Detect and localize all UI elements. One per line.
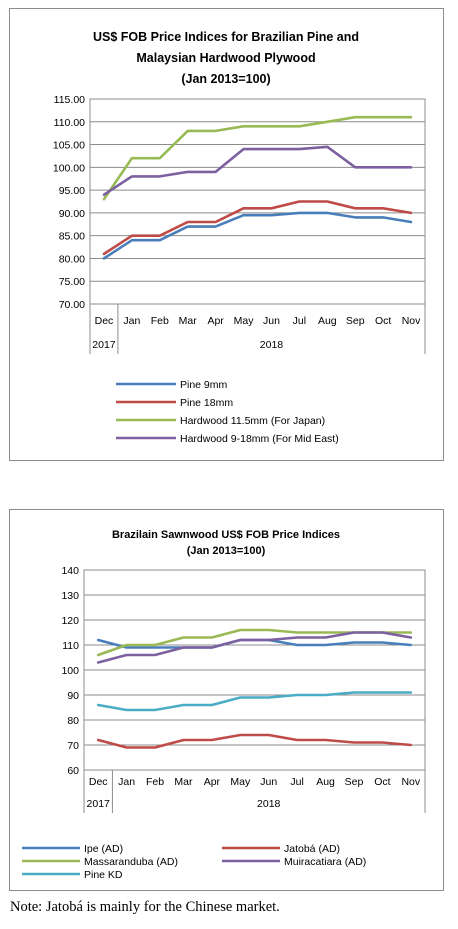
legend-label: Hardwood 11.5mm (For Japan) (180, 415, 325, 427)
chart-subtitle: Malaysian Hardwood Plywood (136, 51, 315, 65)
x-tick-label: Jun (263, 315, 280, 327)
x-tick-label: Jul (293, 315, 306, 327)
x-tick-label: Jun (260, 776, 277, 788)
x-tick-label: Dec (89, 776, 108, 788)
y-tick-label: 70 (67, 740, 79, 752)
x-tick-label: May (230, 776, 251, 788)
x-tick-label: Feb (151, 315, 169, 327)
series-line (102, 115, 413, 201)
x-tick-label: Dec (95, 315, 114, 327)
x-tick-label: Oct (375, 315, 391, 327)
series-line (96, 733, 413, 749)
y-tick-label: 110 (62, 640, 79, 652)
plot-area (89, 98, 426, 305)
x-tick-label: Feb (146, 776, 164, 788)
x-tick-label: Aug (316, 776, 335, 788)
x-tick-label: Sep (345, 776, 364, 788)
x-tick-label: Jan (118, 776, 135, 788)
series-line (96, 691, 413, 712)
legend-label: Hardwood 9-18mm (For Mid East) (180, 433, 339, 445)
legend-label: Ipe (AD) (84, 843, 123, 855)
y-tick-label: 90.00 (59, 208, 85, 220)
year-label: 2017 (92, 339, 116, 351)
y-tick-label: 80.00 (59, 253, 85, 265)
chart-title: US$ FOB Price Indices for Brazilian Pine… (93, 30, 359, 44)
y-tick-label: 110.00 (54, 117, 85, 129)
y-tick-label: 100.00 (53, 162, 85, 174)
x-tick-label: Mar (174, 776, 193, 788)
y-tick-label: 75.00 (59, 276, 85, 288)
y-tick-label: 105.00 (53, 140, 85, 152)
series-line (102, 211, 413, 260)
y-tick-label: 115.00 (54, 94, 85, 106)
legend-label: Muiracatiara (AD) (284, 856, 366, 868)
x-tick-label: Aug (318, 315, 337, 327)
legend-label: Pine KD (84, 869, 123, 881)
y-tick-label: 70.00 (59, 299, 85, 311)
year-label: 2018 (260, 339, 284, 351)
legend-label: Jatobá (AD) (284, 843, 340, 855)
sawnwood-chart: Brazilain Sawnwood US$ FOB Price Indices… (22, 529, 426, 881)
sawnwood-chart-panel: Brazilain Sawnwood US$ FOB Price Indices… (9, 509, 444, 891)
plywood-chart-panel: US$ FOB Price Indices for Brazilian Pine… (9, 8, 444, 461)
y-tick-label: 130 (61, 590, 79, 602)
x-tick-label: Apr (204, 776, 221, 788)
x-tick-label: Nov (401, 776, 420, 788)
chart-title: Brazilain Sawnwood US$ FOB Price Indices (112, 529, 340, 541)
year-label: 2017 (87, 798, 111, 810)
legend-label: Massaranduba (AD) (84, 856, 178, 868)
x-tick-label: Apr (207, 315, 224, 327)
x-tick-label: Nov (402, 315, 421, 327)
y-tick-label: 60 (67, 765, 79, 777)
legend-label: Pine 9mm (180, 379, 228, 391)
x-tick-label: Jan (123, 315, 140, 327)
x-tick-label: Mar (179, 315, 198, 327)
year-label: 2018 (257, 798, 281, 810)
series-line (102, 145, 413, 196)
y-tick-label: 140 (61, 565, 79, 577)
y-tick-label: 120 (61, 615, 79, 627)
footnote: Note: Jatobá is mainly for the Chinese m… (10, 899, 280, 915)
series-line (96, 631, 413, 664)
x-tick-label: Oct (374, 776, 390, 788)
chart-subtitle: (Jan 2013=100) (187, 545, 266, 557)
chart-subtitle-base: (Jan 2013=100) (181, 72, 270, 86)
series-line (102, 200, 413, 256)
x-tick-label: Sep (346, 315, 365, 327)
plywood-chart: US$ FOB Price Indices for Brazilian Pine… (53, 30, 426, 445)
legend-label: Pine 18mm (180, 397, 233, 409)
y-tick-label: 90 (67, 690, 79, 702)
y-tick-label: 100 (61, 665, 79, 677)
y-tick-label: 85.00 (59, 231, 85, 243)
x-tick-label: Jul (290, 776, 303, 788)
x-tick-label: May (234, 315, 255, 327)
y-tick-label: 80 (67, 715, 79, 727)
y-tick-label: 95.00 (59, 185, 85, 197)
